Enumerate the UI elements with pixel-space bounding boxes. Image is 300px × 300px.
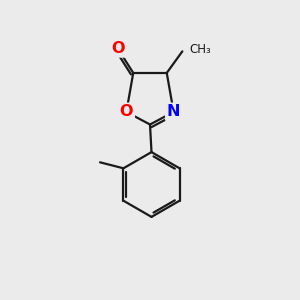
Text: O: O	[111, 41, 124, 56]
Text: CH₃: CH₃	[189, 43, 211, 56]
Text: N: N	[167, 104, 180, 119]
Text: O: O	[120, 104, 133, 119]
